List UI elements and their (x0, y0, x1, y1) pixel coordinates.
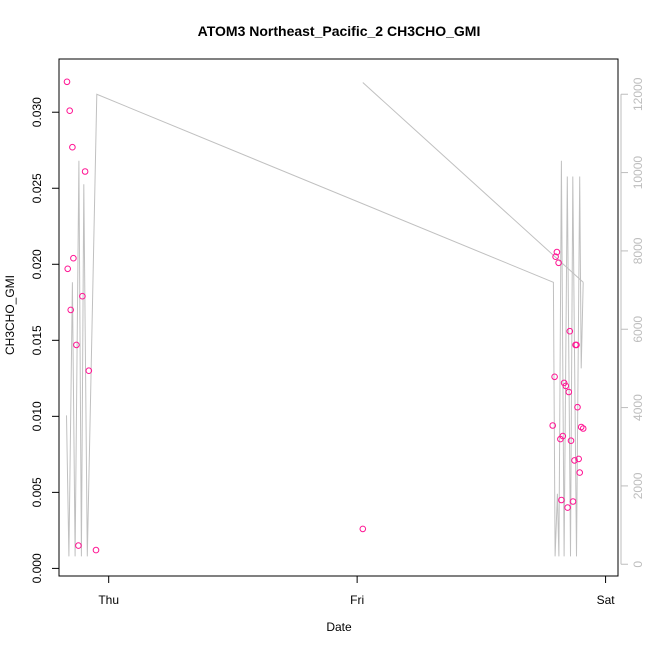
x-tick-label-2: Sat (597, 593, 616, 607)
data-point-30 (573, 341, 580, 349)
data-point-31 (574, 403, 581, 411)
y-tick-label-3: 0.015 (30, 325, 44, 355)
y-tick-label-5: 0.025 (30, 173, 44, 203)
y2-tick-label-1: 2000 (631, 472, 645, 499)
y2-tick-label-2: 4000 (631, 394, 645, 421)
y-tick-label-0: 0.000 (30, 553, 44, 583)
data-point-34 (577, 423, 585, 431)
altitude-line-layer (66, 82, 584, 557)
data-point-22 (562, 382, 570, 390)
data-point-24 (565, 388, 573, 396)
data-point-23 (564, 504, 571, 511)
data-point-28 (571, 457, 578, 464)
data-point-12 (359, 525, 367, 533)
data-point-16 (553, 248, 561, 256)
chart-title: ATOM3 Northeast_Pacific_2 CH3CHO_GMI (198, 23, 481, 39)
data-point-19 (558, 496, 565, 504)
y2-tick-label-4: 8000 (631, 237, 645, 264)
data-point-17 (555, 259, 562, 267)
data-point-7 (75, 542, 82, 549)
data-point-32 (575, 455, 583, 463)
data-point-9 (81, 168, 89, 175)
data-point-27 (569, 498, 577, 505)
data-point-0 (63, 78, 71, 86)
data-point-20 (559, 432, 567, 440)
altitude-line-segment-1 (362, 82, 584, 283)
x-axis-label: Date (326, 620, 352, 634)
y-axis-left: 0.000 0.005 0.010 0.015 0.020 0.025 0.030 (30, 97, 59, 583)
x-tick-label-1: Fri (350, 593, 364, 607)
data-point-11 (92, 546, 100, 554)
plot-frame (58, 58, 619, 577)
data-point-10 (85, 367, 93, 375)
data-point-2 (66, 107, 73, 114)
altitude-line-segment-0 (66, 93, 584, 557)
y2-tick-label-5: 10000 (631, 156, 645, 190)
data-point-1 (64, 265, 71, 273)
y-tick-label-1: 0.005 (30, 477, 44, 507)
y2-tick-label-3: 6000 (631, 316, 645, 343)
data-point-5 (70, 254, 77, 262)
data-point-8 (79, 292, 86, 300)
y-tick-label-2: 0.010 (30, 401, 44, 431)
y-axis-label: CH3CHO_GMI (3, 275, 17, 355)
data-point-35 (579, 425, 587, 432)
data-point-25 (566, 327, 574, 335)
data-point-15 (552, 253, 559, 261)
data-point-33 (576, 469, 584, 476)
y-tick-label-6: 0.030 (30, 97, 44, 127)
data-point-26 (567, 437, 575, 445)
data-point-14 (551, 373, 558, 381)
x-axis: Thu Fri Sat (98, 576, 615, 607)
y-axis-right: 0 2000 4000 6000 8000 10000 12000 (620, 77, 645, 568)
data-points-layer (63, 78, 587, 554)
y-tick-label-4: 0.020 (30, 249, 44, 279)
y2-tick-label-0: 0 (631, 561, 645, 568)
x-tick-label-0: Thu (98, 593, 119, 607)
data-point-6 (73, 341, 80, 349)
data-point-4 (69, 143, 76, 151)
y2-tick-label-6: 12000 (631, 77, 645, 111)
data-point-3 (67, 306, 74, 314)
data-point-13 (549, 422, 557, 429)
